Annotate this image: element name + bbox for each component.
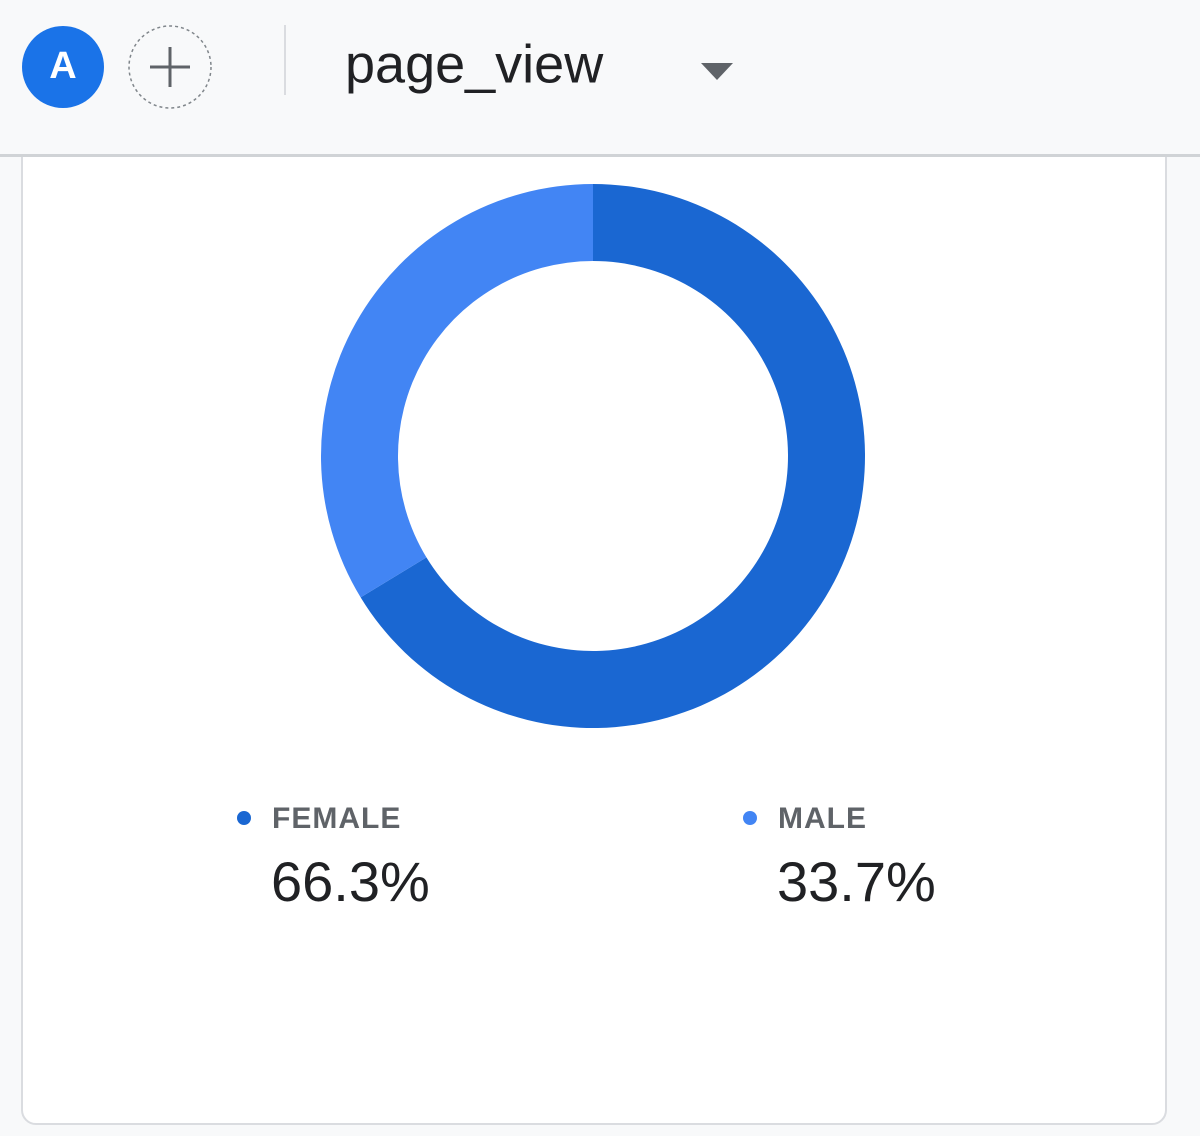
legend-dot (743, 811, 757, 825)
plus-icon (150, 47, 190, 87)
dimension-select[interactable]: page_view (345, 34, 604, 94)
legend-label: MALE (778, 802, 867, 835)
header (0, 0, 1200, 155)
avatar-letter: A (49, 45, 76, 87)
legend-dot (237, 811, 251, 825)
donut-segment (360, 184, 866, 728)
value-label: 33.7% (777, 850, 936, 913)
legend-label: FEMALE (272, 802, 401, 835)
avatar[interactable] (22, 26, 104, 108)
dropdown-arrow[interactable] (701, 63, 733, 80)
add-button[interactable] (128, 25, 212, 109)
donut-segment (321, 184, 593, 598)
value-label: 66.3% (271, 850, 430, 913)
